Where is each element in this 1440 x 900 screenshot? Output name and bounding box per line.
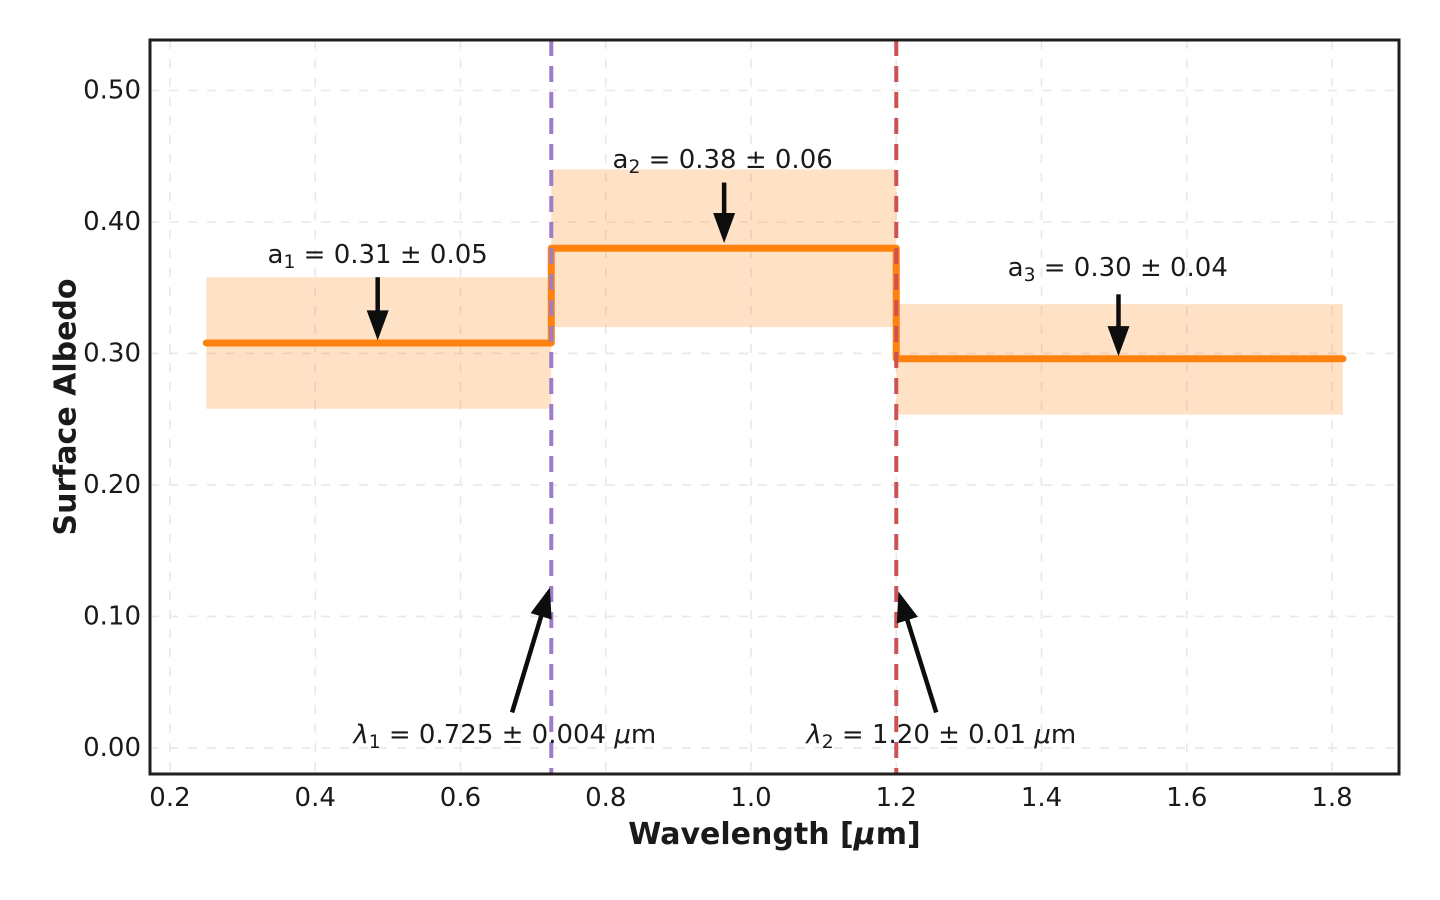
y-tick-labels: 0.00 0.10 0.20 0.30 0.40 0.50 bbox=[83, 75, 141, 762]
y-tick-label: 0.30 bbox=[83, 338, 141, 368]
x-axis-label: Wavelength [μm] bbox=[628, 817, 921, 852]
annotation-lambda2-arrow-head bbox=[896, 591, 918, 624]
annotation-lambda1-arrow-head bbox=[530, 587, 552, 620]
annotation-a3-arrow bbox=[1107, 294, 1130, 357]
x-tick-label: 0.2 bbox=[149, 783, 190, 813]
annotation-a1-arrow-head bbox=[366, 310, 389, 341]
plot-border bbox=[148, 38, 1401, 776]
y-tick-label: 0.40 bbox=[83, 207, 141, 237]
annotation-a2-arrow bbox=[713, 182, 736, 244]
x-tick-label: 1.8 bbox=[1311, 783, 1352, 813]
x-tick-label: 0.8 bbox=[585, 783, 626, 813]
annotation-a2-arrow-head bbox=[713, 213, 736, 244]
annotation-lambda1-text: λ1​ = 0.725 ± 0.004 μm bbox=[351, 720, 656, 753]
uncertainty-band bbox=[206, 169, 1343, 415]
annotation-lambda2-arrow bbox=[896, 591, 939, 714]
y-tick-label: 0.20 bbox=[83, 470, 141, 500]
annotation-a1-text: a1​ = 0.31 ± 0.05 bbox=[268, 240, 488, 272]
x-tick-label: 1.0 bbox=[730, 783, 771, 813]
x-tick-label: 0.6 bbox=[440, 783, 481, 813]
annotation-lambda2-text: λ2​ = 1.20 ± 0.01 μm bbox=[804, 720, 1076, 753]
annotation-a1-arrow bbox=[366, 277, 389, 341]
x-tick-label: 1.6 bbox=[1166, 783, 1207, 813]
x-tick-label: 1.2 bbox=[876, 783, 917, 813]
y-tick-label: 0.00 bbox=[83, 733, 141, 763]
x-tick-labels: 0.2 0.4 0.6 0.8 1.0 1.2 1.4 1.6 1.8 bbox=[149, 783, 1352, 813]
y-tick-label: 0.10 bbox=[83, 601, 141, 631]
annotation-lambda2-arrow-shaft bbox=[902, 611, 939, 714]
y-tick-label: 0.50 bbox=[83, 75, 141, 105]
annotation-lambda1-arrow bbox=[509, 587, 552, 714]
albedo-step-line bbox=[202, 244, 1347, 363]
y-axis-label: Surface Albedo bbox=[49, 278, 84, 535]
annotation-a3-arrow-head bbox=[1107, 326, 1130, 357]
x-tick-label: 0.4 bbox=[295, 783, 336, 813]
annotation-a3-text: a3​ = 0.30 ± 0.04 bbox=[1008, 253, 1228, 286]
annotation-a2-text: a2​ = 0.38 ± 0.06 bbox=[613, 145, 833, 178]
annotation-lambda1-arrow-shaft bbox=[509, 607, 546, 714]
x-tick-label: 1.4 bbox=[1021, 783, 1062, 813]
